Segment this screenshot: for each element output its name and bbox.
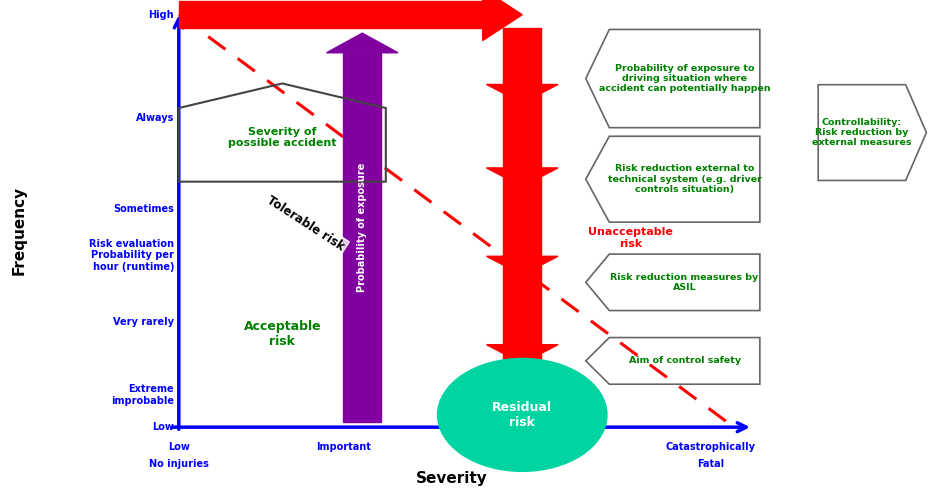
Bar	[179, 1, 496, 28]
Ellipse shape	[438, 358, 607, 471]
Text: Risk evaluation
Probability per
hour (runtime): Risk evaluation Probability per hour (ru…	[89, 239, 174, 272]
Polygon shape	[486, 384, 558, 403]
Text: Frequency: Frequency	[11, 186, 26, 275]
Bar	[343, 53, 381, 422]
Text: Probability of exposure: Probability of exposure	[358, 163, 367, 292]
Text: Aim of control safety: Aim of control safety	[629, 356, 741, 365]
Polygon shape	[486, 168, 558, 187]
Text: Important: Important	[316, 442, 371, 452]
Text: Extreme
improbable: Extreme improbable	[111, 384, 174, 406]
Polygon shape	[483, 0, 522, 41]
Text: Low: Low	[152, 422, 174, 432]
Text: Controllability:
Risk reduction by
external measures: Controllability: Risk reduction by exter…	[812, 118, 912, 147]
Text: Always: Always	[136, 113, 174, 123]
Polygon shape	[486, 345, 558, 363]
Text: Acceptable
risk: Acceptable risk	[244, 320, 321, 348]
Polygon shape	[486, 256, 558, 275]
Text: Low: Low	[167, 442, 190, 452]
Text: High: High	[149, 10, 174, 20]
Bar	[503, 28, 541, 384]
Text: Residual
risk: Residual risk	[492, 401, 552, 429]
Text: Unacceptable
risk: Unacceptable risk	[588, 227, 673, 249]
Text: Very rarely: Very rarely	[113, 317, 174, 327]
Text: Risk reduction measures by
ASIL: Risk reduction measures by ASIL	[611, 273, 758, 292]
Text: Fatal: Fatal	[697, 459, 724, 469]
Polygon shape	[327, 33, 398, 53]
Text: Hazardous: Hazardous	[493, 442, 551, 452]
Text: Severity: Severity	[416, 471, 487, 486]
Text: Risk reduction external to
technical system (e.g. driver
controls situation): Risk reduction external to technical sys…	[608, 164, 761, 194]
Polygon shape	[486, 84, 558, 103]
Text: Probability of exposure to
driving situation where
accident can potentially happ: Probability of exposure to driving situa…	[598, 64, 771, 93]
Text: No injuries: No injuries	[149, 459, 209, 469]
Text: Tolerable risk: Tolerable risk	[264, 193, 347, 253]
Text: Severity of
possible accident: Severity of possible accident	[228, 127, 337, 148]
Text: Catastrophically: Catastrophically	[665, 442, 756, 452]
Text: Sometimes: Sometimes	[113, 204, 174, 214]
